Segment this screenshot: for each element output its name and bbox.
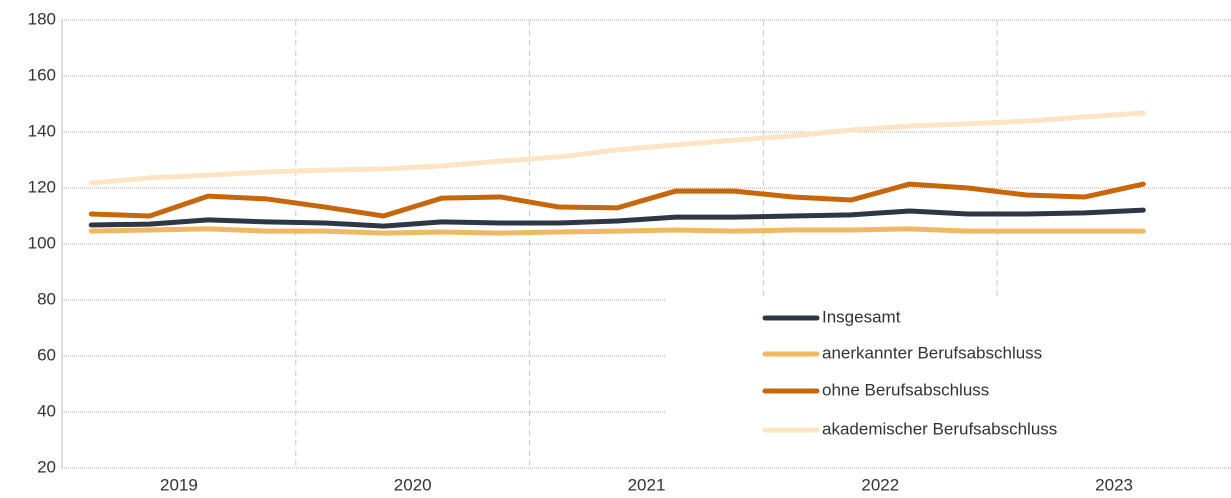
y-tick-label: 180 — [28, 9, 56, 28]
y-tick-label: 60 — [37, 345, 56, 364]
x-tick-label: 2021 — [628, 475, 666, 494]
legend-box — [665, 297, 1231, 467]
legend-label: ohne Berufsabschluss — [822, 380, 989, 399]
legend-label: akademischer Berufsabschluss — [822, 419, 1057, 438]
x-tick-label: 2019 — [160, 475, 198, 494]
y-tick-label: 120 — [28, 177, 56, 196]
x-tick-label: 2020 — [394, 475, 432, 494]
x-tick-label: 2023 — [1095, 475, 1133, 494]
y-tick-label: 20 — [37, 457, 56, 476]
y-tick-label: 80 — [37, 289, 56, 308]
data-line — [88, 226, 1146, 236]
legend-label: anerkannter Berufsabschluss — [822, 343, 1042, 362]
x-tick-label: 2022 — [861, 475, 899, 494]
data-line — [88, 207, 1146, 229]
y-tick-label: 140 — [28, 121, 56, 140]
y-tick-label: 40 — [37, 401, 56, 420]
data-line — [88, 110, 1146, 186]
legend-label: Insgesamt — [822, 307, 901, 326]
data-line — [88, 181, 1146, 219]
y-tick-label: 100 — [28, 233, 56, 252]
y-tick-label: 160 — [28, 65, 56, 84]
